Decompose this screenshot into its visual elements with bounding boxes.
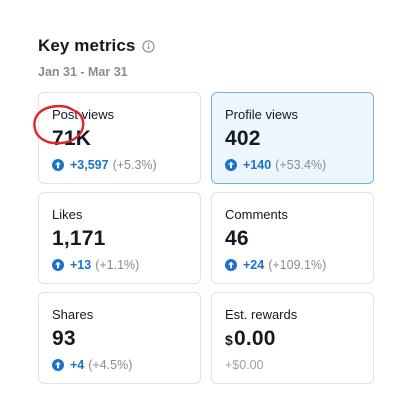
- metric-label: Est. rewards: [225, 307, 298, 322]
- metric-value: 46: [225, 227, 373, 251]
- metric-card-profile-views[interactable]: Profile views 402 +140 (+53.4%): [211, 92, 374, 184]
- arrow-up-circle-icon: [225, 259, 237, 271]
- metric-delta: +3,597: [70, 158, 109, 172]
- metric-value: 71K: [52, 127, 200, 151]
- metric-value: 1,171: [52, 227, 200, 251]
- metric-label: Comments: [225, 207, 288, 222]
- metric-change: +$0.00: [225, 358, 373, 372]
- metric-value-text: 93: [52, 327, 76, 350]
- metric-value: $ 0.00: [225, 327, 373, 351]
- metric-delta: +24: [243, 258, 265, 272]
- metric-value-text: 46: [225, 227, 249, 250]
- metric-value-text: 1,171: [52, 227, 106, 250]
- metric-card-comments[interactable]: Comments 46 +24 (+109.1%): [211, 192, 374, 284]
- currency-symbol: $: [225, 332, 233, 348]
- metric-value: 402: [225, 127, 373, 151]
- arrow-up-circle-icon: [52, 259, 64, 271]
- metric-label: Likes: [52, 207, 83, 222]
- metric-value-text: 0.00: [234, 327, 276, 350]
- metric-label: Post views: [52, 107, 115, 122]
- metric-value-text: 71K: [52, 127, 92, 150]
- metric-pct: (+5.3%): [112, 158, 157, 172]
- metric-delta: +13: [70, 258, 92, 272]
- metric-card-likes[interactable]: Likes 1,171 +13 (+1.1%): [38, 192, 201, 284]
- metric-change: +140 (+53.4%): [225, 158, 373, 172]
- arrow-up-circle-icon: [225, 159, 237, 171]
- metric-change: +3,597 (+5.3%): [52, 158, 200, 172]
- page-title: Key metrics: [38, 36, 136, 55]
- metric-change: +24 (+109.1%): [225, 258, 373, 272]
- metric-card-post-views[interactable]: Post views 71K +3,597 (+5.3%): [33, 92, 201, 184]
- metric-delta: +140: [243, 158, 272, 172]
- metrics-grid: Post views 71K +3,597 (+5.3%) Profile vi…: [33, 92, 376, 384]
- metric-pct: (+53.4%): [275, 158, 327, 172]
- date-range: Jan 31 - Mar 31: [38, 65, 128, 79]
- metric-delta: +$0.00: [225, 358, 264, 372]
- metric-label: Profile views: [225, 107, 298, 122]
- metric-card-shares[interactable]: Shares 93 +4 (+4.5%): [38, 292, 201, 384]
- metric-pct: (+109.1%): [268, 258, 327, 272]
- metric-change: +4 (+4.5%): [52, 358, 200, 372]
- metric-label: Shares: [52, 307, 94, 322]
- metric-value-text: 402: [225, 127, 261, 150]
- metric-change: +13 (+1.1%): [52, 258, 200, 272]
- metric-pct: (+1.1%): [95, 258, 140, 272]
- metrics-header: Key metrics Jan 31 - Mar 31: [38, 36, 156, 79]
- metric-pct: (+4.5%): [88, 358, 133, 372]
- metric-delta: +4: [70, 358, 85, 372]
- arrow-up-circle-icon: [52, 159, 64, 171]
- info-circle-icon[interactable]: [142, 39, 156, 53]
- metric-value: 93: [52, 327, 200, 351]
- arrow-up-circle-icon: [52, 359, 64, 371]
- title-row: Key metrics: [38, 36, 156, 56]
- metric-card-est-rewards[interactable]: Est. rewards $ 0.00 +$0.00: [211, 292, 374, 384]
